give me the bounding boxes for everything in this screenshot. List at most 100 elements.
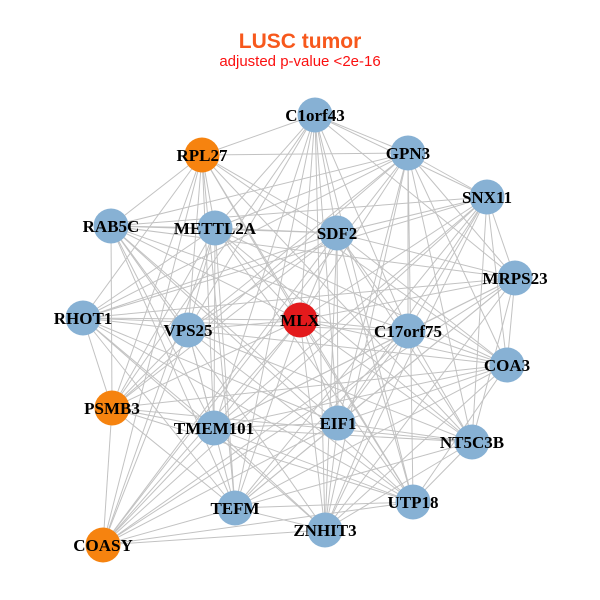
node-COASY — [85, 527, 121, 563]
edge-C1orf43-RPL27 — [201, 114, 316, 156]
edge-C17orf75-TMEM101 — [213, 330, 409, 429]
edge-COA3-PSMB3 — [111, 364, 508, 409]
edge-NT5C3B-ZNHIT3 — [324, 441, 473, 531]
edge-RAB5C-EIF1 — [110, 225, 339, 424]
edge-TEFM-COASY — [102, 507, 236, 546]
node-SDF2 — [319, 215, 355, 251]
edge-C1orf43-SDF2 — [314, 114, 338, 234]
edge-SDF2-RHOT1 — [82, 232, 338, 319]
edge-MLX-C17orf75 — [299, 319, 409, 332]
edge-TMEM101-EIF1 — [213, 422, 339, 429]
edge-VPS25-COA3 — [187, 329, 508, 366]
edge-SNX11-COA3 — [486, 196, 508, 366]
edge-RPL27-SDF2 — [201, 154, 338, 234]
edge-C17orf75-ZNHIT3 — [324, 330, 409, 531]
edge-METTL2A-MLX — [214, 227, 301, 321]
edge-SNX11-TMEM101 — [213, 196, 488, 429]
node-label-COASY: COASY — [73, 536, 133, 555]
edge-SNX11-EIF1 — [337, 196, 488, 424]
edge-RAB5C-PSMB3 — [110, 225, 113, 409]
edge-RAB5C-C17orf75 — [110, 225, 409, 332]
edge-GPN3-COASY — [102, 152, 409, 546]
node-RHOT1 — [65, 300, 101, 336]
edge-RAB5C-MLX — [110, 225, 301, 321]
edge-METTL2A-PSMB3 — [111, 227, 216, 409]
node-MRPS23 — [497, 260, 533, 296]
edge-SNX11-C17orf75 — [407, 196, 488, 332]
edge-SNX11-ZNHIT3 — [324, 196, 488, 531]
edge-SNX11-SDF2 — [336, 196, 488, 234]
edge-RHOT1-TEFM — [82, 317, 236, 509]
edge-EIF1-ZNHIT3 — [324, 422, 339, 531]
node-PSMB3 — [94, 390, 130, 426]
edge-GPN3-PSMB3 — [111, 152, 409, 409]
edge-SDF2-VPS25 — [187, 232, 338, 331]
edge-VPS25-UTP18 — [187, 329, 414, 503]
node-label-PSMB3: PSMB3 — [84, 399, 140, 418]
edge-SNX11-RAB5C — [110, 196, 488, 227]
node-label-MRPS23: MRPS23 — [482, 269, 547, 288]
edge-METTL2A-COA3 — [214, 227, 508, 366]
edge-GPN3-COA3 — [407, 152, 508, 366]
edge-UTP18-COASY — [102, 501, 414, 546]
edge-PSMB3-UTP18 — [111, 407, 414, 503]
node-label-RAB5C: RAB5C — [83, 217, 140, 236]
node-label-NT5C3B: NT5C3B — [440, 433, 504, 452]
edge-TMEM101-COASY — [102, 427, 215, 546]
edge-C17orf75-COASY — [102, 330, 409, 546]
node-GPN3 — [390, 135, 426, 171]
node-ZNHIT3 — [307, 512, 343, 548]
edge-UTP18-TEFM — [234, 501, 414, 509]
edge-SDF2-PSMB3 — [111, 232, 338, 409]
node-C17orf75 — [390, 313, 426, 349]
edge-SNX11-RHOT1 — [82, 196, 488, 319]
node-label-TMEM101: TMEM101 — [174, 419, 254, 438]
edge-MRPS23-MLX — [299, 277, 516, 321]
edge-SDF2-MRPS23 — [336, 232, 516, 279]
edge-ZNHIT3-COASY — [102, 529, 326, 546]
edge-RHOT1-VPS25 — [82, 317, 189, 331]
edge-MLX-NT5C3B — [299, 319, 473, 443]
edge-MRPS23-RHOT1 — [82, 277, 516, 319]
edge-SNX11-MLX — [299, 196, 488, 321]
node-label-ZNHIT3: ZNHIT3 — [293, 521, 356, 540]
node-NT5C3B — [454, 424, 490, 460]
node-label-VPS25: VPS25 — [163, 321, 212, 340]
edge-SNX11-NT5C3B — [471, 196, 488, 443]
node-label-UTP18: UTP18 — [388, 493, 439, 512]
node-METTL2A — [197, 210, 233, 246]
edge-RPL27-RHOT1 — [82, 154, 203, 319]
node-TMEM101 — [196, 410, 232, 446]
edge-RAB5C-VPS25 — [110, 225, 189, 331]
node-label-RPL27: RPL27 — [177, 146, 229, 165]
edge-METTL2A-SDF2 — [214, 227, 338, 234]
edge-C1orf43-PSMB3 — [111, 114, 316, 409]
edge-C1orf43-TMEM101 — [213, 114, 316, 429]
node-label-SDF2: SDF2 — [317, 224, 358, 243]
node-label-MLX: MLX — [280, 311, 320, 330]
edge-MLX-EIF1 — [299, 319, 339, 424]
edge-C17orf75-EIF1 — [337, 330, 409, 424]
edge-SDF2-COASY — [102, 232, 338, 546]
edge-RPL27-RAB5C — [110, 154, 203, 227]
edge-MLX-UTP18 — [299, 319, 414, 503]
node-EIF1 — [320, 405, 356, 441]
node-C1orf43 — [297, 97, 333, 133]
edge-GPN3-ZNHIT3 — [324, 152, 409, 531]
edge-COA3-ZNHIT3 — [324, 364, 508, 531]
edge-GPN3-NT5C3B — [407, 152, 473, 443]
node-VPS25 — [170, 312, 206, 348]
node-RPL27 — [184, 137, 220, 173]
edge-C1orf43-C17orf75 — [314, 114, 409, 332]
edge-TMEM101-UTP18 — [213, 427, 414, 503]
edge-C1orf43-VPS25 — [187, 114, 316, 331]
edge-MLX-TEFM — [234, 319, 301, 509]
edge-GPN3-RAB5C — [110, 152, 409, 227]
node-label-COA3: COA3 — [484, 356, 530, 375]
edge-SDF2-COA3 — [336, 232, 508, 366]
edge-GPN3-VPS25 — [187, 152, 409, 331]
figure-title: LUSC tumor — [238, 30, 362, 53]
edge-GPN3-MRPS23 — [407, 152, 516, 279]
node-label-RHOT1: RHOT1 — [54, 309, 113, 328]
node-label-GPN3: GPN3 — [386, 144, 430, 163]
